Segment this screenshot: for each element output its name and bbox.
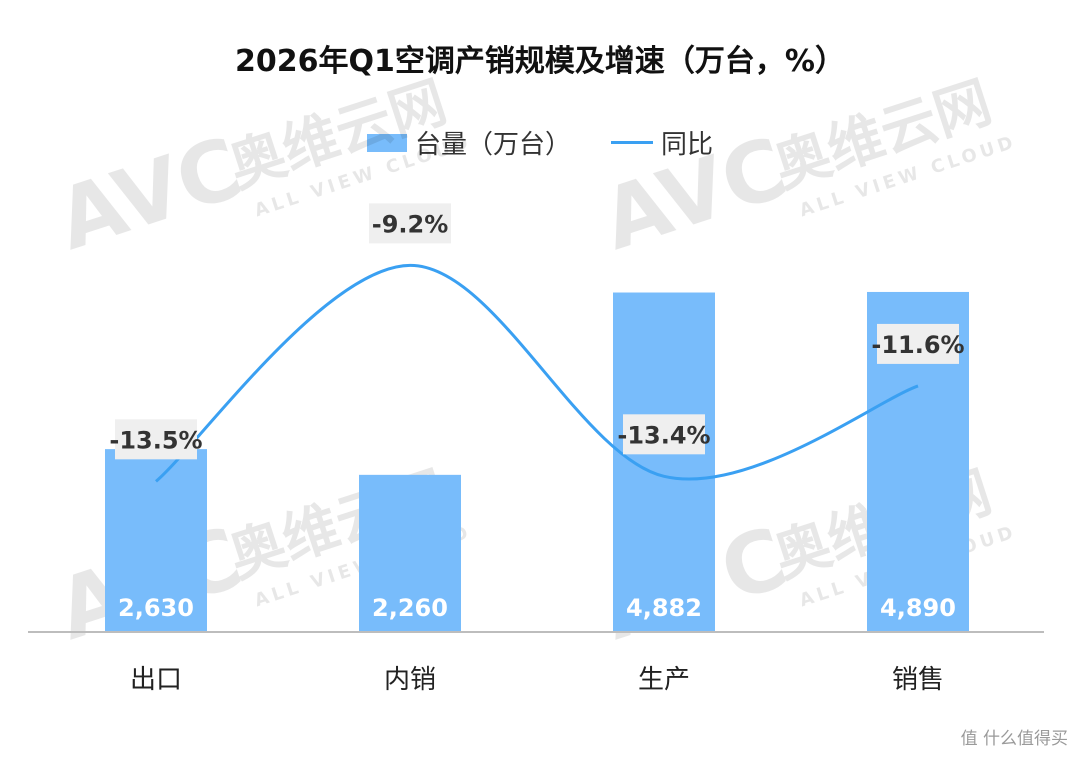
legend-bar-swatch [366,133,407,152]
chart-title: 2026年Q1空调产销规模及增速（万台，%） [235,44,845,79]
line-label-box [877,323,959,364]
x-tick-label: 出口 [130,665,182,695]
x-axis-ticks: 出口 内销 生产 销售 [130,665,944,695]
legend-line-label: 同比 [661,130,714,160]
line-value-label: -13.4% [617,421,710,449]
yoy-line [155,263,919,483]
line-label-box [623,414,705,455]
data-labels: 2,630 2,260 4,882 4,890 -13.5% -9.2% -13.4% -11… [109,203,965,622]
bar-value-label: 4,890 [880,594,956,622]
x-tick-label: 内销 [384,665,436,695]
legend-bar-label: 台量（万台） [414,130,571,160]
line-series [155,263,919,483]
line-label-box [369,203,451,244]
bar [613,292,715,632]
bar-value-label: 4,882 [626,594,702,622]
corner-watermark: 值 什么值得买 [960,729,1068,749]
legend-item-bar: 台量（万台） [366,124,571,161]
legend-line-swatch [611,141,653,144]
line-value-label: -9.2% [372,210,449,238]
x-tick-label: 生产 [638,665,690,695]
line-value-label: -11.6% [871,331,964,359]
bar [359,474,461,632]
line-value-label: -13.5% [109,426,202,454]
bar-value-label: 2,630 [118,594,194,622]
bar-value-label: 2,260 [372,594,448,622]
legend-item-line: 同比 [611,124,713,161]
chart-legend: 台量（万台） 同比 [0,124,1080,161]
line-label-box [115,419,197,460]
x-tick-label: 销售 [892,665,944,695]
